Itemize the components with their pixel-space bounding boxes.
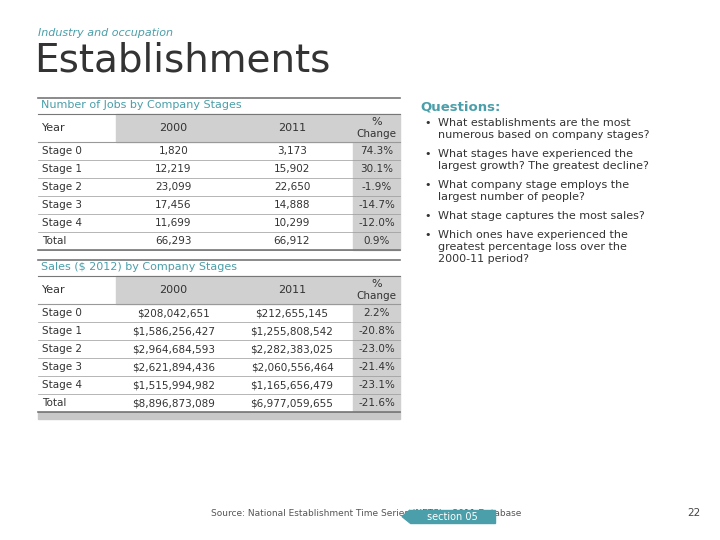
Text: Change: Change bbox=[356, 129, 397, 139]
Text: $1,586,256,427: $1,586,256,427 bbox=[132, 326, 215, 336]
Text: 22: 22 bbox=[687, 508, 700, 518]
Text: 14,888: 14,888 bbox=[274, 200, 310, 210]
Text: Stage 2: Stage 2 bbox=[42, 182, 82, 192]
Text: %: % bbox=[372, 279, 382, 289]
Bar bbox=[353, 394, 400, 412]
Text: -20.8%: -20.8% bbox=[358, 326, 395, 336]
Text: 2011: 2011 bbox=[278, 285, 306, 295]
Text: Number of Jobs by Company Stages: Number of Jobs by Company Stages bbox=[41, 100, 242, 110]
Text: -12.0%: -12.0% bbox=[358, 218, 395, 228]
Text: Stage 3: Stage 3 bbox=[42, 362, 82, 372]
Text: Questions:: Questions: bbox=[420, 100, 500, 113]
Text: -21.6%: -21.6% bbox=[358, 398, 395, 408]
Text: $6,977,059,655: $6,977,059,655 bbox=[251, 398, 333, 408]
Text: $2,282,383,025: $2,282,383,025 bbox=[251, 344, 333, 354]
Text: Sales ($ 2012) by Company Stages: Sales ($ 2012) by Company Stages bbox=[41, 262, 237, 272]
Text: •: • bbox=[424, 149, 431, 159]
Text: numerous based on company stages?: numerous based on company stages? bbox=[438, 130, 649, 140]
Text: •: • bbox=[424, 230, 431, 240]
Text: $2,964,684,593: $2,964,684,593 bbox=[132, 344, 215, 354]
Text: Total: Total bbox=[42, 236, 66, 246]
Bar bbox=[353, 358, 400, 376]
Text: section 05: section 05 bbox=[427, 511, 478, 522]
Text: -23.0%: -23.0% bbox=[358, 344, 395, 354]
Text: What stage captures the most sales?: What stage captures the most sales? bbox=[438, 211, 644, 221]
Text: Stage 0: Stage 0 bbox=[42, 308, 82, 318]
Text: Which ones have experienced the: Which ones have experienced the bbox=[438, 230, 628, 240]
Text: Total: Total bbox=[42, 398, 66, 408]
Text: %: % bbox=[372, 117, 382, 127]
Polygon shape bbox=[402, 510, 410, 523]
Text: -21.4%: -21.4% bbox=[358, 362, 395, 372]
Text: Stage 4: Stage 4 bbox=[42, 218, 82, 228]
Text: 2000: 2000 bbox=[159, 285, 188, 295]
Text: Stage 4: Stage 4 bbox=[42, 380, 82, 390]
Text: Source: National Establishment Time Series (NETS) – 2011 Database: Source: National Establishment Time Seri… bbox=[211, 509, 522, 518]
Text: Stage 1: Stage 1 bbox=[42, 164, 82, 174]
Text: greatest percentage loss over the: greatest percentage loss over the bbox=[438, 242, 627, 252]
Text: Industry and occupation: Industry and occupation bbox=[38, 28, 173, 38]
Text: 1,820: 1,820 bbox=[158, 146, 189, 156]
Bar bbox=[116, 114, 400, 142]
Text: Stage 2: Stage 2 bbox=[42, 344, 82, 354]
Text: 12,219: 12,219 bbox=[156, 164, 192, 174]
Text: 2000-11 period?: 2000-11 period? bbox=[438, 254, 529, 264]
Text: 30.1%: 30.1% bbox=[360, 164, 393, 174]
Bar bbox=[353, 178, 400, 196]
Text: What company stage employs the: What company stage employs the bbox=[438, 180, 629, 190]
Text: Stage 0: Stage 0 bbox=[42, 146, 82, 156]
Text: $8,896,873,089: $8,896,873,089 bbox=[132, 398, 215, 408]
Text: $1,515,994,982: $1,515,994,982 bbox=[132, 380, 215, 390]
Text: Stage 3: Stage 3 bbox=[42, 200, 82, 210]
Text: Stage 1: Stage 1 bbox=[42, 326, 82, 336]
Bar bbox=[353, 196, 400, 214]
Text: •: • bbox=[424, 180, 431, 190]
Text: 66,912: 66,912 bbox=[274, 236, 310, 246]
Bar bbox=[353, 214, 400, 232]
Text: largest number of people?: largest number of people? bbox=[438, 192, 585, 202]
Text: Year: Year bbox=[42, 285, 66, 295]
Text: 3,173: 3,173 bbox=[277, 146, 307, 156]
Text: $1,165,656,479: $1,165,656,479 bbox=[251, 380, 333, 390]
Text: 17,456: 17,456 bbox=[156, 200, 192, 210]
Text: 11,699: 11,699 bbox=[156, 218, 192, 228]
Bar bbox=[353, 142, 400, 160]
Text: largest growth? The greatest decline?: largest growth? The greatest decline? bbox=[438, 161, 649, 171]
Text: 22,650: 22,650 bbox=[274, 182, 310, 192]
Text: -14.7%: -14.7% bbox=[358, 200, 395, 210]
Bar bbox=[353, 232, 400, 250]
Text: Year: Year bbox=[42, 123, 66, 133]
Text: 10,299: 10,299 bbox=[274, 218, 310, 228]
Bar bbox=[353, 304, 400, 322]
Text: 2000: 2000 bbox=[159, 123, 188, 133]
Bar bbox=[410, 510, 495, 523]
Bar bbox=[353, 160, 400, 178]
Text: 74.3%: 74.3% bbox=[360, 146, 393, 156]
Text: $1,255,808,542: $1,255,808,542 bbox=[251, 326, 333, 336]
Text: Change: Change bbox=[356, 291, 397, 301]
Text: 23,099: 23,099 bbox=[156, 182, 192, 192]
Text: Establishments: Establishments bbox=[34, 42, 330, 80]
Text: 2.2%: 2.2% bbox=[364, 308, 390, 318]
Text: What establishments are the most: What establishments are the most bbox=[438, 118, 631, 128]
Text: 0.9%: 0.9% bbox=[364, 236, 390, 246]
Text: 2011: 2011 bbox=[278, 123, 306, 133]
Text: 15,902: 15,902 bbox=[274, 164, 310, 174]
Bar bbox=[353, 376, 400, 394]
Text: $212,655,145: $212,655,145 bbox=[256, 308, 328, 318]
Bar bbox=[116, 276, 400, 304]
Text: •: • bbox=[424, 211, 431, 221]
Text: -1.9%: -1.9% bbox=[361, 182, 392, 192]
Text: -23.1%: -23.1% bbox=[358, 380, 395, 390]
Text: What stages have experienced the: What stages have experienced the bbox=[438, 149, 633, 159]
Text: $2,621,894,436: $2,621,894,436 bbox=[132, 362, 215, 372]
Text: •: • bbox=[424, 118, 431, 128]
Bar bbox=[38, 412, 400, 419]
Bar bbox=[353, 322, 400, 340]
Text: $208,042,651: $208,042,651 bbox=[137, 308, 210, 318]
Text: $2,060,556,464: $2,060,556,464 bbox=[251, 362, 333, 372]
Text: 66,293: 66,293 bbox=[156, 236, 192, 246]
Bar bbox=[353, 340, 400, 358]
